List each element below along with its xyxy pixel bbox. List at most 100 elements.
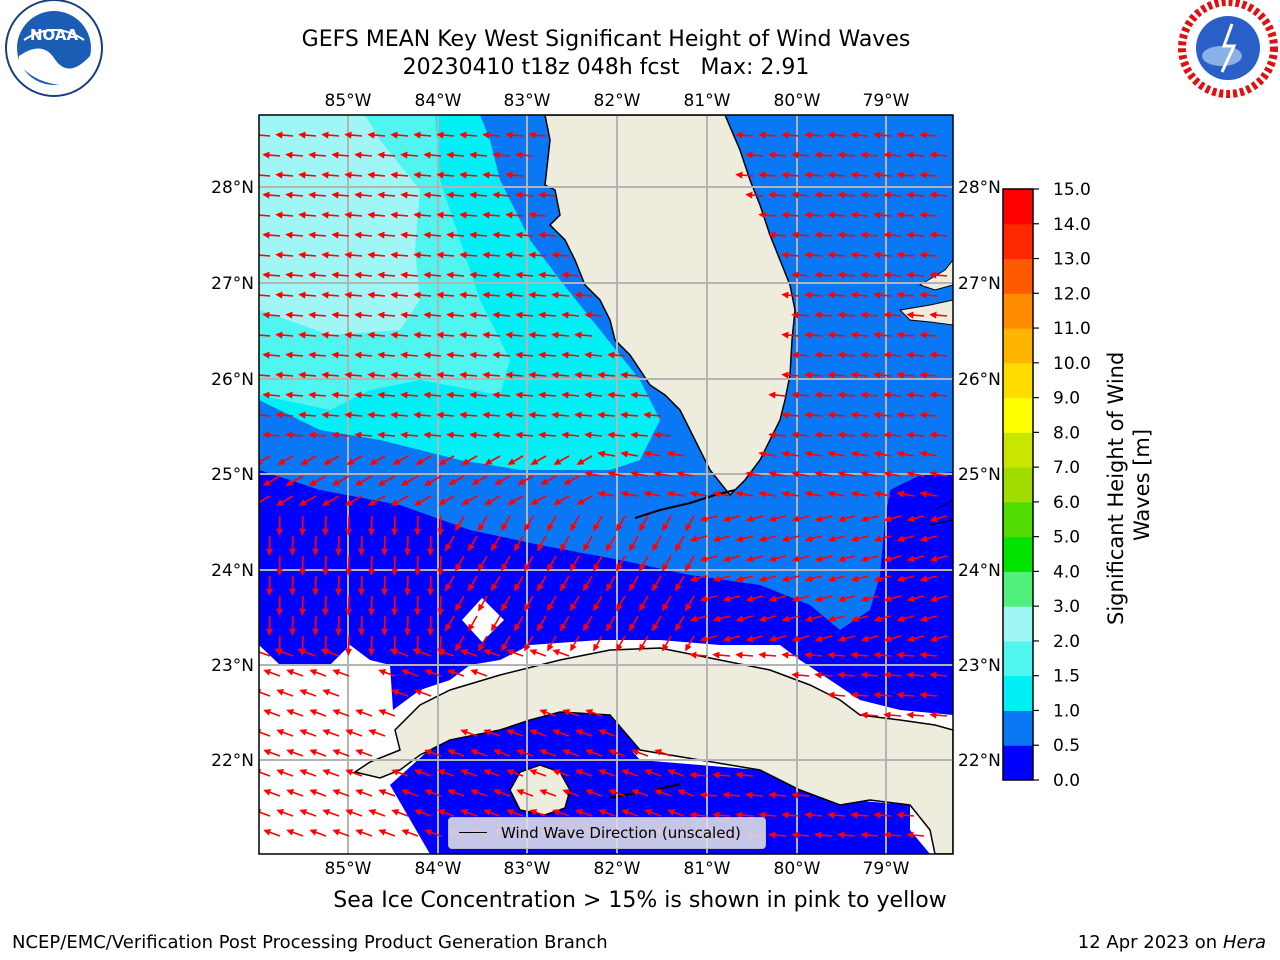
wind-wave-arrowhead: [274, 648, 283, 655]
colorbar-segment: [1003, 397, 1033, 433]
wind-wave-arrowhead: [919, 535, 928, 543]
nws-logo: [1178, 0, 1278, 98]
wind-wave-arrowhead: [298, 411, 306, 419]
wind-wave-arrowhead: [745, 635, 754, 643]
wind-wave-arrowhead: [768, 635, 777, 643]
wind-wave-arrowhead: [583, 623, 590, 632]
wind-wave-arrowhead: [505, 211, 513, 219]
wind-wave-arrowhead: [345, 648, 352, 656]
wind-wave-arrowhead: [276, 769, 285, 776]
wind-wave-arrowhead: [276, 608, 283, 616]
wind-wave-arrowhead: [538, 191, 546, 199]
wind-wave-arrowhead: [263, 789, 272, 796]
wind-wave-arrowhead: [447, 669, 456, 676]
wind-wave-arrowhead: [460, 769, 469, 776]
wind-wave-arrowhead: [745, 791, 753, 799]
wind-wave-arrowhead: [358, 548, 365, 556]
wind-wave-arrowhead: [593, 643, 600, 652]
wind-wave-arrowhead: [654, 789, 663, 796]
wind-wave-arrowhead: [735, 615, 744, 623]
wind-wave-arrowhead: [837, 191, 845, 199]
wind-wave-arrowhead: [528, 291, 536, 299]
wind-wave-arrowhead: [446, 191, 454, 199]
wind-wave-arrowhead: [506, 729, 515, 736]
wind-wave-arrowhead: [259, 291, 260, 299]
wind-wave-arrowhead: [630, 470, 639, 478]
wind-wave-arrowhead: [561, 351, 569, 359]
wind-wave-arrowhead: [560, 583, 567, 592]
wind-wave-arrowhead: [781, 535, 790, 543]
wind-wave-arrowhead: [574, 291, 582, 299]
wind-wave-arrowhead: [469, 271, 477, 279]
wind-wave-arrowhead: [491, 623, 498, 632]
wind-wave-arrowhead: [309, 709, 318, 716]
wind-wave-arrowhead: [529, 649, 538, 656]
wind-wave-arrowhead: [860, 831, 868, 839]
wind-wave-arrowhead: [883, 431, 891, 439]
wind-wave-arrowhead: [860, 470, 869, 478]
wind-wave-arrowhead: [666, 490, 675, 498]
wind-wave-arrowhead: [873, 811, 881, 819]
colorbar-label-line-2: Waves [m]: [1130, 429, 1154, 541]
wind-wave-arrowhead: [537, 623, 544, 632]
wind-wave-arrowhead: [491, 543, 498, 552]
wind-wave-arrowhead: [906, 470, 915, 478]
wind-wave-arrowhead: [791, 515, 800, 523]
wind-wave-arrowhead: [354, 231, 362, 239]
wind-wave-arrowhead: [517, 478, 526, 485]
wind-wave-arrowhead: [482, 211, 490, 219]
wind-wave-arrowhead: [883, 555, 892, 563]
wind-wave-arrowhead: [804, 411, 812, 419]
lat-label: 26°N: [211, 370, 254, 390]
wind-wave-arrowhead: [620, 450, 629, 458]
wind-wave-arrowhead: [827, 615, 836, 623]
wind-wave-arrowhead: [906, 271, 914, 279]
sea-ice-note: Sea Ice Concentration > 15% is shown in …: [333, 888, 947, 913]
wind-wave-arrowhead: [276, 568, 283, 576]
wind-wave-arrowhead: [524, 563, 531, 572]
wind-wave-arrowhead: [469, 151, 477, 159]
wind-wave-arrowhead: [804, 171, 812, 179]
wind-wave-arrowhead: [459, 211, 467, 219]
wind-wave-arrowhead: [814, 151, 822, 159]
colorbar-segment: [1003, 745, 1033, 781]
wind-wave-arrowhead: [259, 131, 260, 139]
wind-wave-arrowhead: [446, 391, 454, 399]
wind-wave-arrowhead: [322, 689, 331, 696]
wind-wave-arrowhead: [423, 231, 431, 239]
lat-labels-left: 28°N 27°N 26°N 25°N 24°N 23°N 22°N: [211, 178, 254, 771]
wind-wave-arrowhead: [919, 691, 927, 699]
wind-wave-arrowhead: [791, 231, 799, 239]
wind-wave-arrowhead: [505, 251, 513, 259]
lon-label: 79°W: [863, 91, 910, 111]
wind-wave-arrowhead: [906, 595, 915, 603]
wind-wave-arrowhead: [620, 371, 628, 379]
wind-wave-arrowhead: [358, 628, 365, 636]
wind-wave-arrowhead: [570, 523, 577, 532]
wind-wave-arrowhead: [768, 470, 777, 478]
wind-wave-arrowhead: [468, 543, 475, 552]
wind-wave-arrowhead: [814, 671, 822, 679]
lon-label: 82°W: [594, 859, 641, 879]
wind-wave-arrowhead: [493, 789, 502, 796]
wind-wave-arrowhead: [515, 191, 523, 199]
colorbar-ticks: 0.0 0.5 1.0 1.5 2.0 3.0 4.0 5.0 6.0 7.0 8.0 9.0 10.0…: [1033, 180, 1091, 791]
wind-wave-arrowhead: [575, 769, 584, 776]
wind-wave-arrowhead: [459, 411, 467, 419]
wind-wave-arrowhead: [745, 515, 754, 523]
wind-wave-arrowhead: [919, 450, 928, 458]
wind-wave-arrowhead: [331, 479, 340, 486]
wind-wave-arrowhead: [344, 251, 352, 259]
wind-wave-arrowhead: [297, 648, 306, 655]
wind-wave-arrowhead: [584, 311, 592, 319]
wind-wave-arrowhead: [322, 528, 329, 536]
wind-wave-arrowhead: [662, 603, 669, 612]
wind-wave-arrowhead: [837, 831, 845, 839]
wind-wave-arrowhead: [507, 458, 516, 465]
wind-wave-arrowhead: [552, 729, 561, 736]
wind-wave-arrowhead: [299, 769, 308, 776]
wind-wave-arrowhead: [524, 643, 531, 652]
wind-wave-arrowhead: [547, 643, 554, 652]
wind-wave-arrowhead: [883, 351, 891, 359]
wind-wave-arrowhead: [331, 431, 339, 439]
